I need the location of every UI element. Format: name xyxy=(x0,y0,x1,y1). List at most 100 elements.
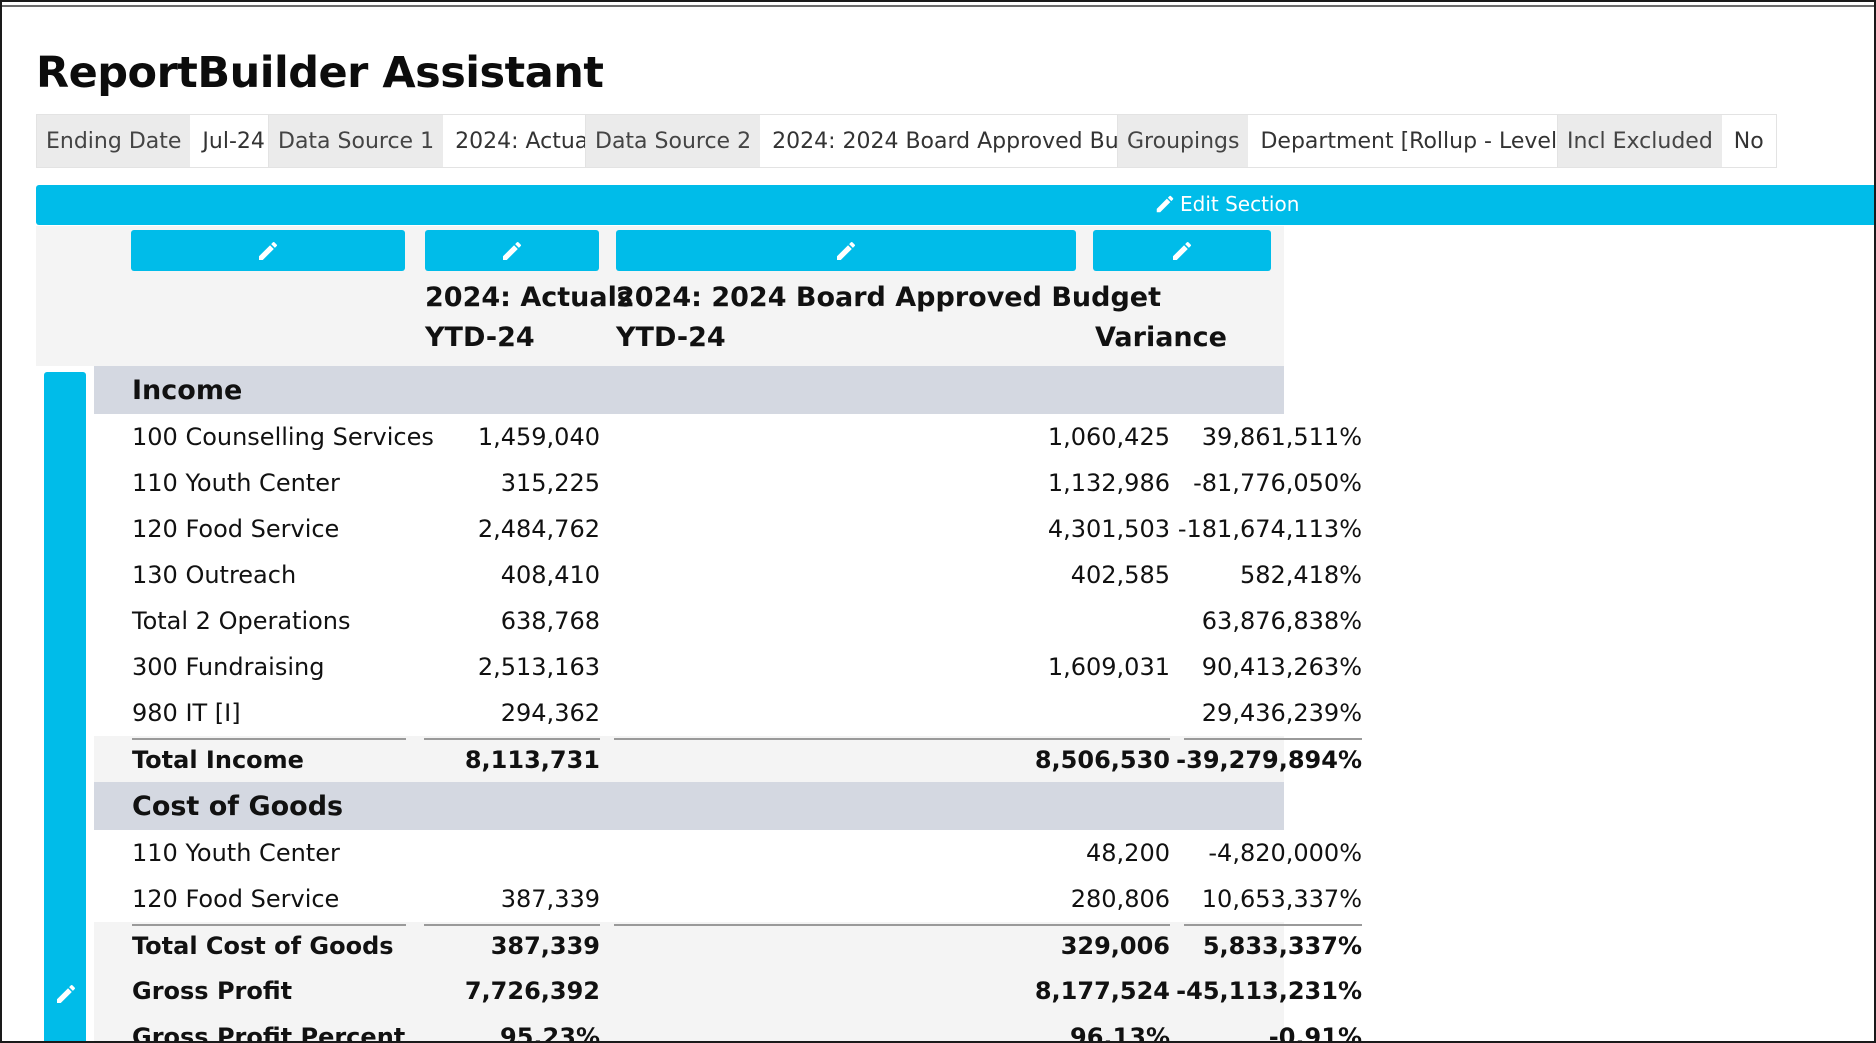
param-label: Data Source 1 xyxy=(269,115,444,167)
cell-variance: -0.91% xyxy=(1268,1023,1362,1043)
cell-variance: -45,113,231% xyxy=(1176,977,1362,1005)
cell-variance: 63,876,838% xyxy=(1201,607,1362,635)
table-row: 980 IT [I] 294,362 29,436,239% xyxy=(94,690,1362,736)
cell-variance: 10,653,337% xyxy=(1201,885,1362,913)
cell-budget: 402,585 xyxy=(1070,561,1170,589)
cell-actual xyxy=(424,830,600,876)
row-label: 980 IT [I] xyxy=(132,699,241,727)
table-row: 110 Youth Center 315,225 1,132,986 -81,776,… xyxy=(94,460,1362,506)
param-incl-excluded[interactable]: Incl Excluded No xyxy=(1557,114,1777,168)
param-value: 2024: 2024 Board Approved Budget xyxy=(760,115,1181,167)
cell-actual: 315,225 xyxy=(500,469,600,497)
cell-budget: 4,301,503 xyxy=(1047,515,1170,543)
param-data-source-2[interactable]: Data Source 2 2024: 2024 Board Approved … xyxy=(585,114,1182,168)
cell-budget xyxy=(614,598,1170,644)
column-header-line1: 2024: Actuals xyxy=(425,282,633,313)
row-edit-button[interactable] xyxy=(54,982,78,1010)
cell-budget: 8,177,524 xyxy=(1034,977,1170,1005)
pencil-icon xyxy=(259,241,278,260)
param-data-source-1[interactable]: Data Source 1 2024: Actuals xyxy=(268,114,619,168)
column-header-actuals: 2024: Actuals YTD-24 xyxy=(425,278,633,358)
cell-variance: 29,436,239% xyxy=(1201,699,1362,727)
table-row: 120 Food Service 387,339 280,806 10,653,337… xyxy=(94,876,1362,922)
cell-actual xyxy=(424,782,600,830)
edit-column-button-2[interactable] xyxy=(425,230,599,271)
total-row: Gross Profit 7,726,392 8,177,524 -45,113,23… xyxy=(94,968,1362,1014)
cell-variance: -4,820,000% xyxy=(1208,839,1362,867)
pencil-icon xyxy=(57,984,76,1003)
param-label: Groupings xyxy=(1118,115,1249,167)
row-label: Cost of Goods xyxy=(132,790,344,822)
row-label: 120 Food Service xyxy=(132,515,340,543)
param-groupings[interactable]: Groupings Department [Rollup - Level 1] xyxy=(1117,114,1600,168)
column-header-budget: 2024: 2024 Board Approved Budget YTD-24 xyxy=(616,278,1161,358)
cell-budget xyxy=(614,782,1170,830)
row-label: Gross Profit xyxy=(132,977,293,1005)
page-title: ReportBuilder Assistant xyxy=(36,48,604,98)
cell-actual: 2,513,163 xyxy=(477,653,600,681)
cell-budget xyxy=(614,366,1170,414)
row-label: Income xyxy=(132,374,243,406)
cell-variance: 39,861,511% xyxy=(1201,423,1362,451)
cell-budget: 1,132,986 xyxy=(1047,469,1170,497)
param-ending-date[interactable]: Ending Date Jul-24 xyxy=(36,114,278,168)
row-label: 120 Food Service xyxy=(132,885,340,913)
param-value: No xyxy=(1721,115,1776,167)
table-row: 100 Counselling Services 1,459,040 1,060,4… xyxy=(94,414,1362,460)
cell-budget: 329,006 xyxy=(614,924,1170,966)
edit-section-bar[interactable]: Edit Section xyxy=(36,185,1874,225)
cell-budget xyxy=(614,690,1170,736)
row-label: 100 Counselling Services xyxy=(132,423,434,451)
edit-column-button-3[interactable] xyxy=(616,230,1076,271)
cell-budget: 280,806 xyxy=(1070,885,1170,913)
cell-budget: 1,609,031 xyxy=(1047,653,1170,681)
edit-section-label: Edit Section xyxy=(1180,192,1300,216)
column-header-line2: YTD-24 xyxy=(616,322,726,353)
cell-actual: 7,726,392 xyxy=(464,977,600,1005)
cell-variance: -81,776,050% xyxy=(1193,469,1362,497)
row-label: Total 2 Operations xyxy=(132,607,351,635)
pencil-icon xyxy=(503,241,522,260)
cell-actual: 638,768 xyxy=(500,607,600,635)
edit-column-button-1[interactable] xyxy=(131,230,405,271)
edit-section-button[interactable]: Edit Section xyxy=(1154,192,1299,216)
total-row: Gross Profit Percent 95.23% 96.13% -0.91% xyxy=(94,1014,1362,1043)
cell-budget: 1,060,425 xyxy=(1047,423,1170,451)
cell-variance: 582,418% xyxy=(1239,561,1362,589)
cell-actual: 387,339 xyxy=(500,885,600,913)
report-table: Income 100 Counselling Services 1,459,040 1… xyxy=(94,366,1362,1043)
cell-variance: -181,674,113% xyxy=(1177,515,1362,543)
table-row: 300 Fundraising 2,513,163 1,609,031 90,413,… xyxy=(94,644,1362,690)
cell-budget: 48,200 xyxy=(1086,839,1170,867)
cell-variance: -39,279,894% xyxy=(1176,738,1362,780)
cell-variance: 90,413,263% xyxy=(1201,653,1362,681)
cell-actual: 1,459,040 xyxy=(477,423,600,451)
row-label: 110 Youth Center xyxy=(132,839,340,867)
cell-variance xyxy=(1184,782,1362,830)
top-divider xyxy=(2,5,1874,7)
pencil-icon xyxy=(1173,241,1192,260)
column-header-line1: 2024: 2024 Board Approved Budget xyxy=(616,282,1162,313)
total-row: Total Cost of Goods 387,339 329,006 5,833,3… xyxy=(94,922,1362,968)
section-row: Cost of Goods xyxy=(94,782,1284,830)
cell-actual xyxy=(424,366,600,414)
param-label: Ending Date xyxy=(37,115,191,167)
row-label: Total Cost of Goods xyxy=(132,924,406,966)
cell-variance: 5,833,337% xyxy=(1184,924,1362,966)
table-row: 110 Youth Center 48,200 -4,820,000% xyxy=(94,830,1362,876)
total-row: Total Income 8,113,731 8,506,530 -39,279,89… xyxy=(94,736,1362,782)
table-row: 120 Food Service 2,484,762 4,301,503 -181,6… xyxy=(94,506,1362,552)
cell-variance xyxy=(1184,366,1362,414)
param-label: Data Source 2 xyxy=(586,115,761,167)
row-edit-sidebar[interactable] xyxy=(44,372,86,1041)
cell-actual: 294,362 xyxy=(500,699,600,727)
row-label: 300 Fundraising xyxy=(132,653,325,681)
edit-column-button-4[interactable] xyxy=(1093,230,1271,271)
param-label: Incl Excluded xyxy=(1558,115,1722,167)
param-value: Department [Rollup - Level 1] xyxy=(1248,115,1599,167)
cell-actual: 95.23% xyxy=(500,1023,600,1043)
table-row: 130 Outreach 408,410 402,585 582,418% xyxy=(94,552,1362,598)
row-label: 110 Youth Center xyxy=(132,469,340,497)
cell-actual: 408,410 xyxy=(500,561,600,589)
